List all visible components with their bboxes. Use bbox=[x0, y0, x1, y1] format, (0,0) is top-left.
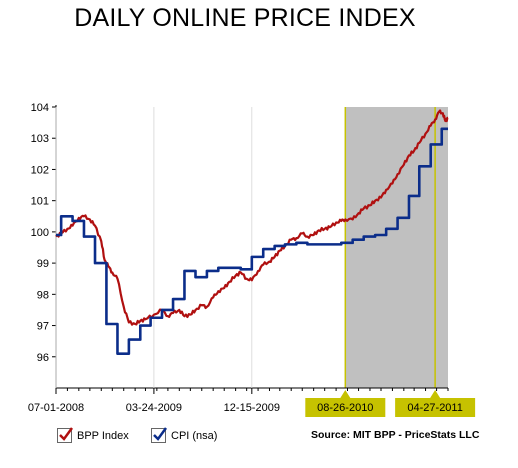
legend-item-bpp[interactable]: BPP Index bbox=[57, 427, 129, 443]
highlight-end-label-pointer bbox=[430, 390, 441, 398]
series-line-cpi bbox=[56, 127, 448, 355]
x-tick-label: 07-01-2008 bbox=[28, 402, 84, 414]
x-tick-label: 12-15-2009 bbox=[224, 402, 280, 414]
source-note: Source: MIT BPP - PriceStats LLC bbox=[311, 429, 480, 441]
legend-label-cpi: CPI (nsa) bbox=[171, 429, 218, 442]
highlight-end-label-box bbox=[395, 398, 476, 417]
y-tick-label: 97 bbox=[37, 321, 49, 333]
y-tick-label: 104 bbox=[31, 102, 49, 114]
y-tick-label: 98 bbox=[37, 289, 49, 301]
series-line-bpp bbox=[55, 109, 449, 326]
chart-title: DAILY ONLINE PRICE INDEX bbox=[74, 4, 416, 32]
y-tick-label: 103 bbox=[31, 133, 49, 145]
highlight-start-label-pointer bbox=[340, 390, 351, 398]
highlight-end-label: 04-27-2011 bbox=[407, 402, 462, 414]
y-tick-label: 101 bbox=[31, 196, 49, 208]
y-tick-label: 99 bbox=[37, 258, 49, 270]
legend-label-bpp: BPP Index bbox=[77, 429, 129, 442]
highlight-start-label-box bbox=[305, 398, 386, 417]
highlight-start-label: 08-26-2010 bbox=[317, 402, 373, 414]
y-tick-label: 100 bbox=[31, 227, 49, 239]
x-tick-label: 03-24-2009 bbox=[126, 402, 182, 414]
checkmark-icon bbox=[151, 427, 168, 443]
y-tick-label: 102 bbox=[31, 164, 49, 176]
highlight-region bbox=[345, 107, 448, 388]
y-tick-label: 96 bbox=[37, 352, 49, 364]
legend-item-cpi[interactable]: CPI (nsa) bbox=[151, 427, 218, 443]
checkmark-icon bbox=[57, 427, 74, 443]
